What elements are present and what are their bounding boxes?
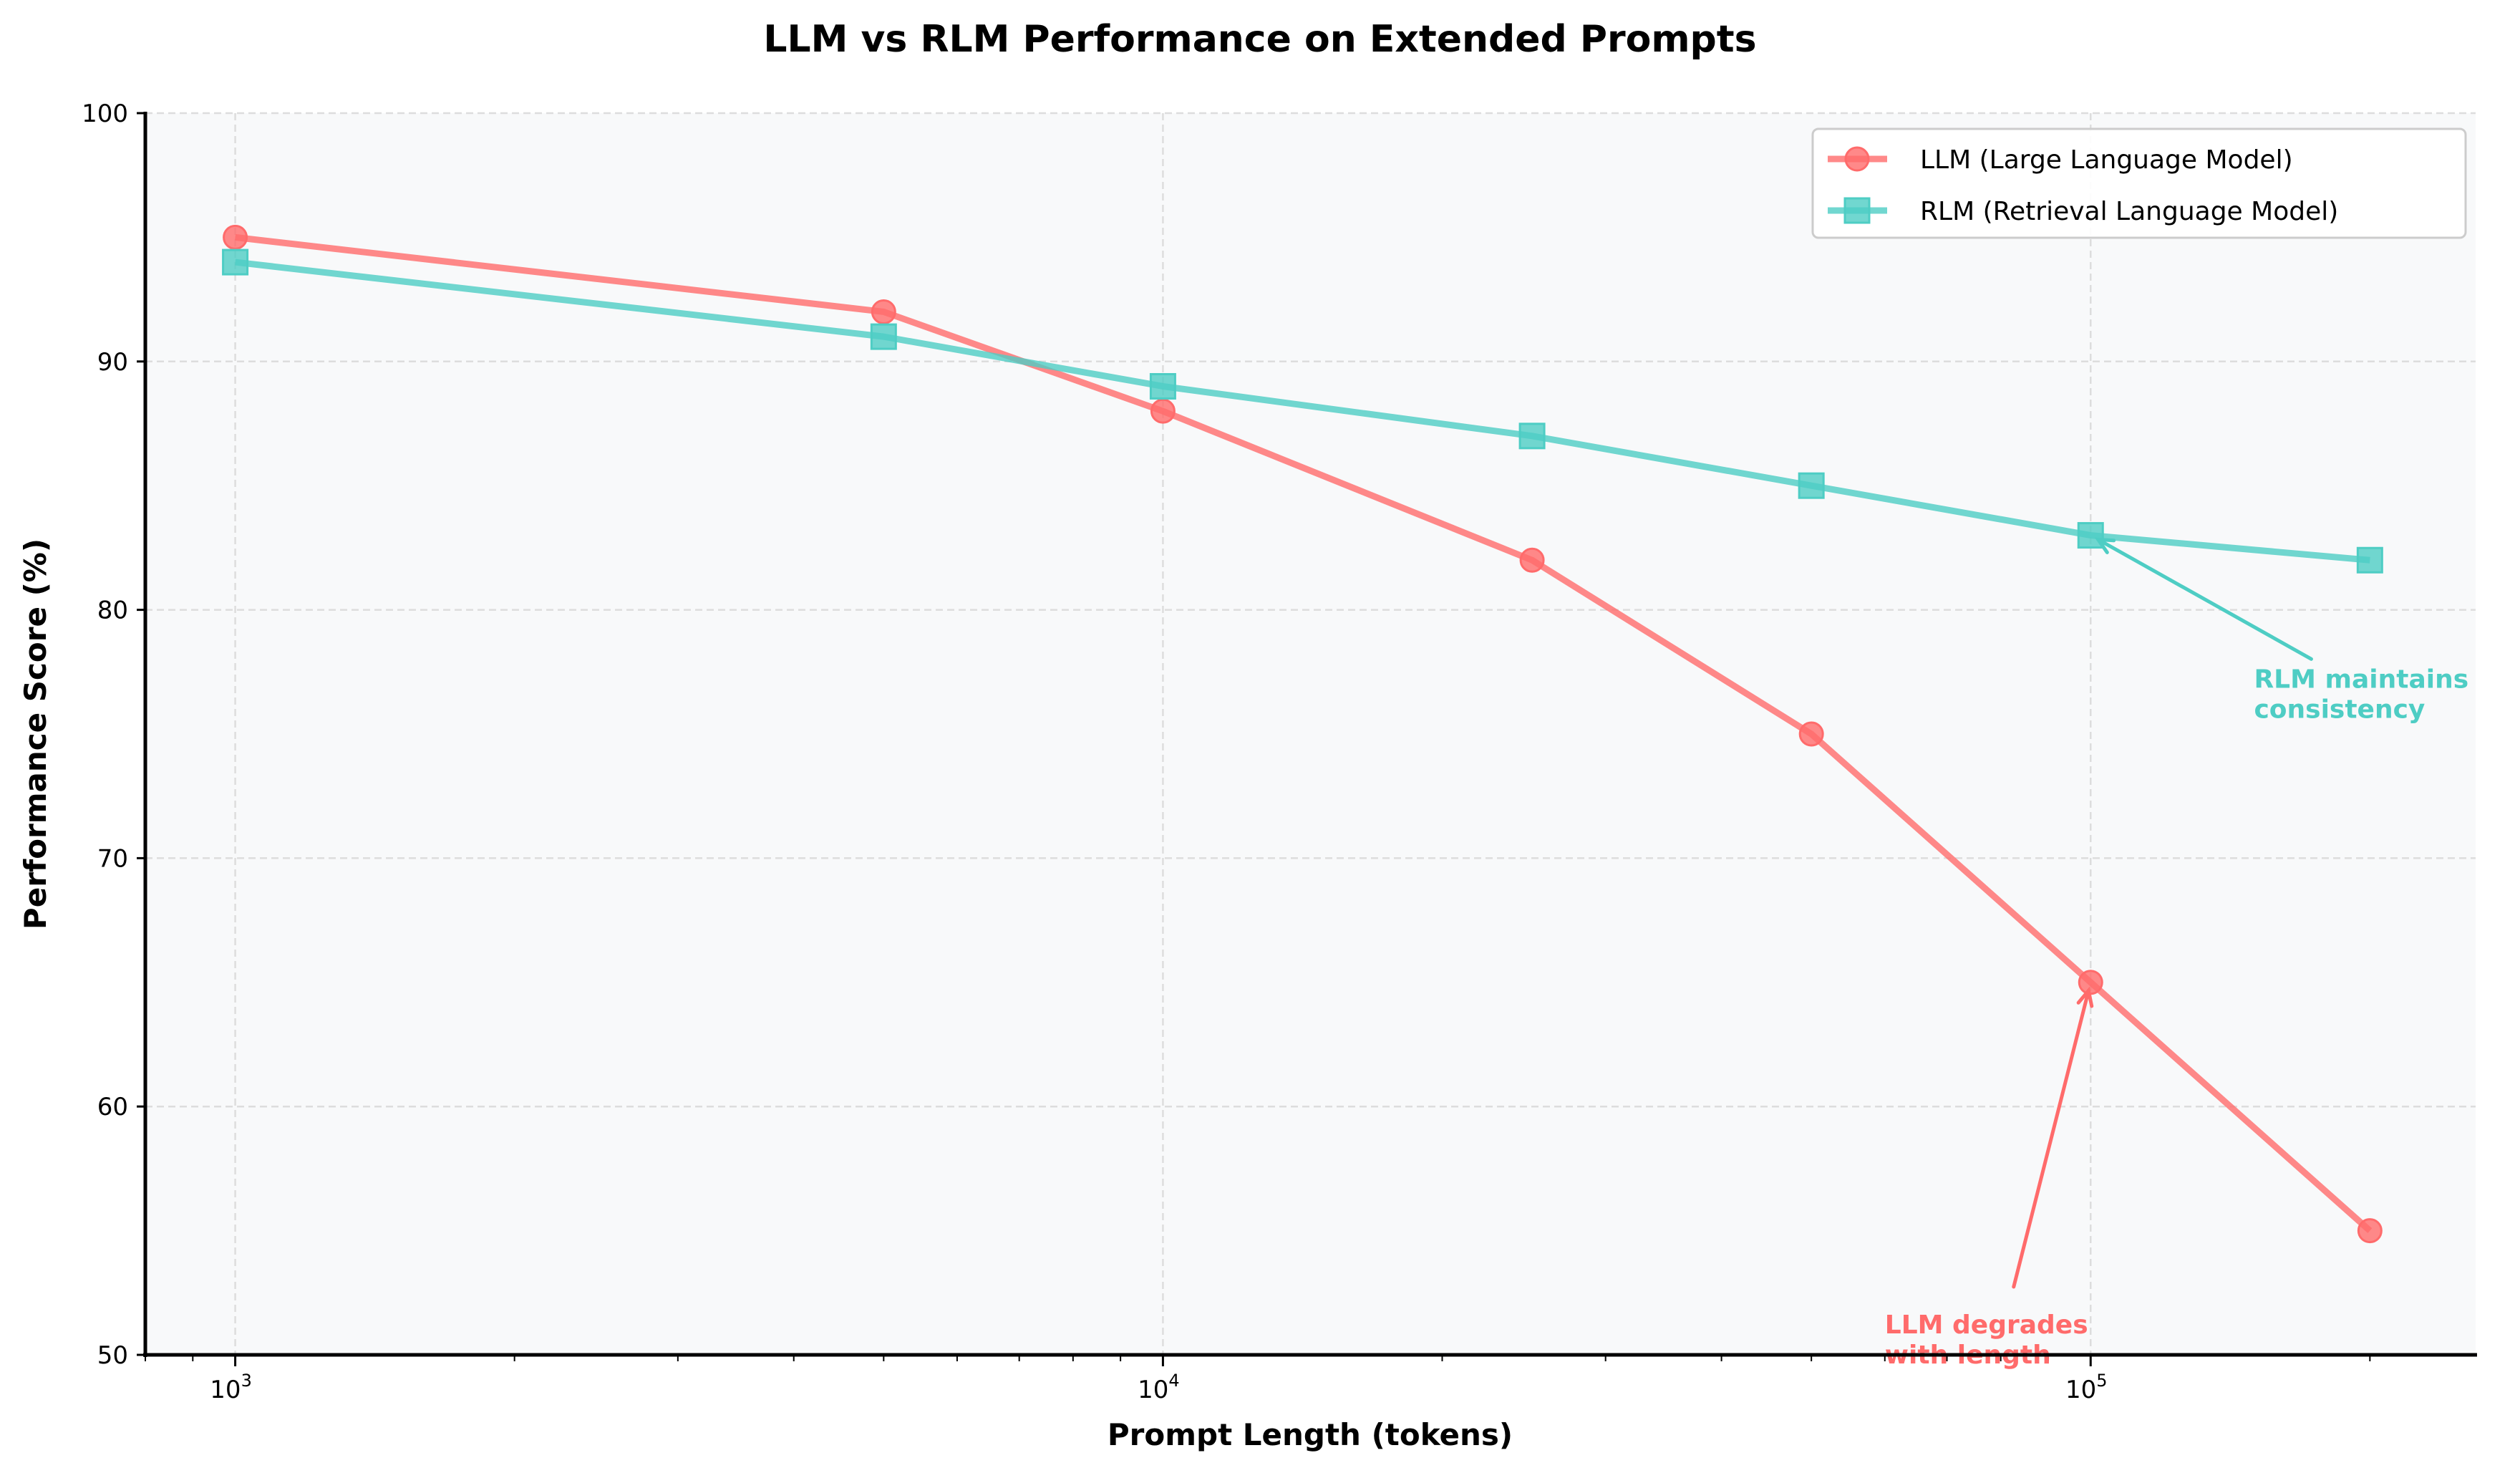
annotation-arrow-line — [2096, 537, 2313, 661]
data-point-rlm — [1798, 472, 1825, 499]
data-point-llm — [1798, 721, 1824, 747]
data-point-llm — [223, 224, 248, 250]
legend-box — [1811, 127, 2467, 239]
annotation-arrow-head — [2094, 537, 2116, 554]
annotation-arrow-line — [2012, 988, 2090, 1289]
grid-lines — [145, 112, 2476, 1355]
legend: LLM (Large Language Model) RLM (Retrieval… — [1811, 127, 2467, 239]
annotation-text: LLM degrades — [1885, 1310, 2088, 1340]
legend-marker-square — [1843, 197, 1871, 224]
x-tick-label: 103 — [210, 1371, 252, 1404]
annotation-text: consistency — [2254, 695, 2425, 724]
axis-ticks: 50 60 70 80 90 100 103 104 105 — [82, 100, 2107, 1404]
data-point-rlm — [222, 248, 249, 276]
y-tick-label: 80 — [97, 597, 128, 625]
x-axis-label: Prompt Length (tokens) — [1108, 1417, 1513, 1452]
data-point-llm — [2078, 970, 2103, 995]
data-point-rlm — [870, 323, 897, 350]
data-point-rlm — [2356, 546, 2383, 574]
legend-marker-circle — [1844, 146, 1870, 172]
y-tick-label: 90 — [97, 348, 128, 377]
y-tick-label: 60 — [97, 1093, 128, 1121]
data-point-llm — [2357, 1218, 2383, 1244]
annotation-arrow-head — [2076, 986, 2094, 1008]
data-point-rlm — [1149, 372, 1176, 400]
y-tick-label: 70 — [97, 844, 128, 873]
chart-title: LLM vs RLM Performance on Extended Promp… — [763, 18, 1756, 61]
data-point-llm — [1519, 547, 1545, 573]
x-tick-label: 105 — [2065, 1371, 2108, 1404]
legend-label: LLM (Large Language Model) — [1920, 145, 2293, 175]
y-tick-label: 50 — [97, 1341, 128, 1370]
plot-area — [145, 113, 2476, 1355]
y-axis-label: Performance Score (%) — [18, 539, 53, 929]
data-point-llm — [871, 299, 896, 324]
data-point-llm — [1150, 398, 1176, 424]
x-tick-label: 104 — [1138, 1371, 1180, 1404]
data-point-rlm — [1518, 422, 1546, 450]
y-tick-label: 100 — [82, 100, 128, 128]
legend-label: RLM (Retrieval Language Model) — [1920, 197, 2338, 226]
series-group — [222, 224, 2383, 1244]
annotation-text: RLM maintains — [2254, 665, 2468, 694]
